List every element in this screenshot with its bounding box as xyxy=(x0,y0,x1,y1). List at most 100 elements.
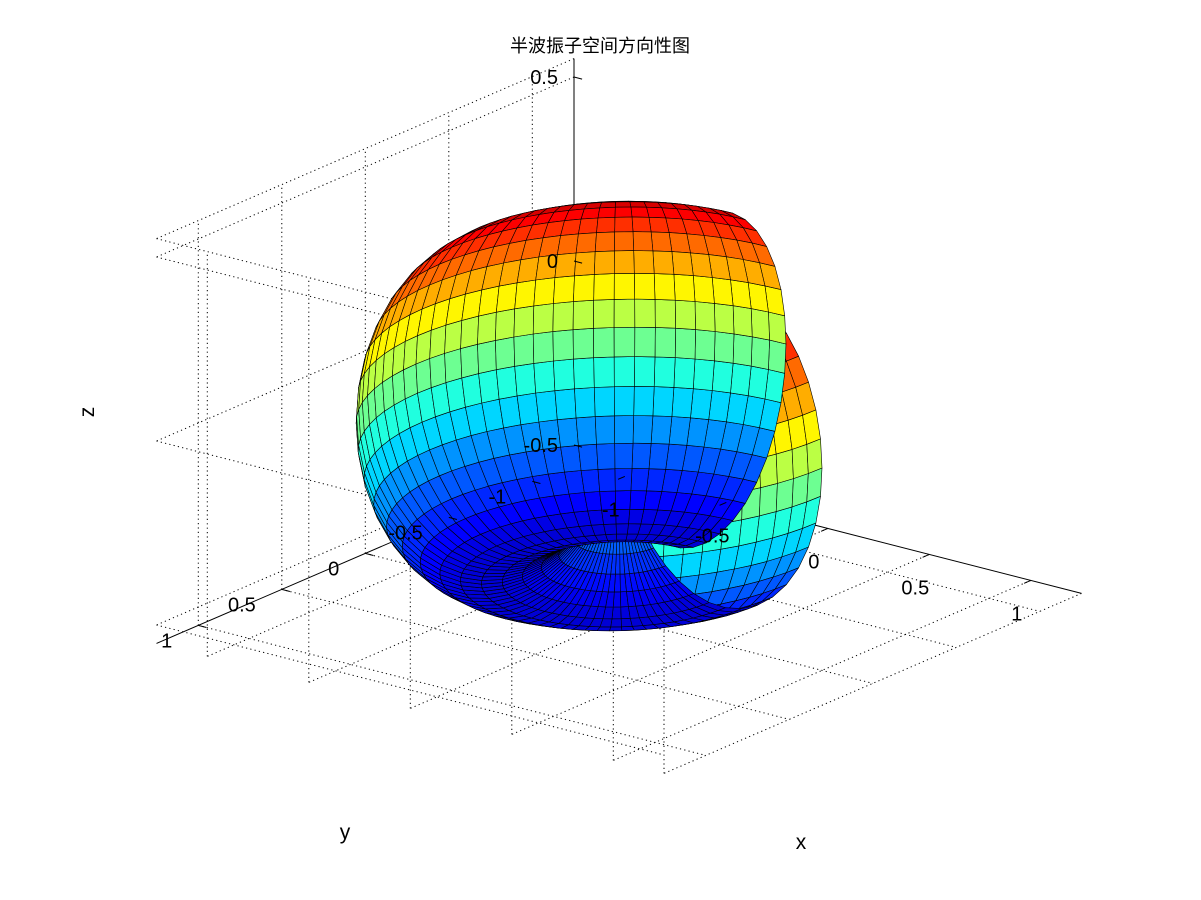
surface-patch xyxy=(478,285,500,317)
surface-patch xyxy=(652,250,675,275)
surface-patch xyxy=(674,327,696,360)
z-axis-label: z xyxy=(76,407,99,418)
y-axis-label: y xyxy=(340,821,351,844)
surface-patch xyxy=(572,299,595,331)
floor-grid-x xyxy=(613,579,1031,761)
floor-grid-y xyxy=(365,552,873,684)
surface-patch xyxy=(613,250,635,274)
surface-patch xyxy=(692,358,715,391)
surface-patch xyxy=(596,443,616,470)
y-tick-mark xyxy=(532,480,541,484)
surface-patch xyxy=(611,606,622,620)
surface-patch xyxy=(631,216,652,233)
surface-patch xyxy=(806,438,823,474)
surface-patch xyxy=(461,373,483,408)
surface-patch xyxy=(573,357,595,390)
surface-patch xyxy=(613,298,636,328)
surface-patch xyxy=(415,358,432,394)
surface-patch xyxy=(460,315,479,349)
surface-patch xyxy=(632,231,654,252)
surface-patch xyxy=(593,250,615,275)
surface-patch xyxy=(572,327,595,360)
surface-patch xyxy=(495,365,518,400)
surface-patch xyxy=(673,273,696,302)
surface-patch xyxy=(615,523,629,535)
surface-patch xyxy=(514,279,537,310)
surface-patch xyxy=(650,415,673,445)
z-tick-label: -0.5 xyxy=(524,435,558,457)
surface-patch xyxy=(460,343,479,379)
z-tick-label: 0.5 xyxy=(530,67,558,89)
surface-patch xyxy=(633,356,656,387)
surface-patch xyxy=(594,231,616,252)
surface-patch xyxy=(730,279,752,309)
surface-patch xyxy=(630,468,650,492)
surface-patch xyxy=(633,386,655,417)
surface-patch xyxy=(648,443,670,470)
surface-patch xyxy=(613,386,635,417)
surface-patch xyxy=(750,336,770,370)
surface-patch xyxy=(692,275,715,304)
surface-patch xyxy=(791,443,809,479)
surface-patch xyxy=(732,305,753,338)
y-tick-mark xyxy=(198,624,207,628)
box-edge xyxy=(156,58,575,240)
surface-patch xyxy=(532,303,554,335)
surface-patch xyxy=(775,478,794,512)
floor-grid-x xyxy=(511,553,930,735)
surface-patch xyxy=(634,326,656,358)
surface-patch xyxy=(653,356,676,388)
surface-patch xyxy=(575,232,597,254)
surface-patch xyxy=(593,299,615,329)
z-tick-mark xyxy=(573,444,583,448)
surface-patch xyxy=(714,303,735,335)
x-tick-mark xyxy=(1023,579,1031,584)
surface-patch xyxy=(513,333,535,367)
surface-patch xyxy=(614,468,633,492)
y-tick-label: -1 xyxy=(489,486,507,508)
surface-patch xyxy=(711,360,734,394)
surface-patch xyxy=(477,340,497,374)
surface-patch xyxy=(768,339,787,374)
surface-patch xyxy=(629,201,647,208)
x-tick-mark xyxy=(820,527,828,532)
surface-patch xyxy=(628,508,645,525)
floor-grid-y xyxy=(532,480,1040,612)
surface-patch xyxy=(690,252,713,278)
surface-patch xyxy=(444,320,463,354)
x-tick-label: 1 xyxy=(1011,603,1022,625)
surface-patch xyxy=(578,443,599,471)
surface-patch xyxy=(513,305,535,338)
side-wall-grid-z xyxy=(156,76,575,258)
surface-patch xyxy=(652,386,675,417)
chart-title: 半波振子空间方向性图 xyxy=(510,36,690,57)
surface-patch xyxy=(574,251,596,277)
surface-patch xyxy=(614,216,634,233)
y-tick-label: 1 xyxy=(161,630,172,652)
surface-patch xyxy=(671,387,694,419)
surface-patch xyxy=(597,206,616,219)
surface-patch xyxy=(552,301,574,332)
surface-patch xyxy=(535,390,558,423)
surface-patch xyxy=(552,329,574,362)
surface-patch xyxy=(560,445,582,473)
surface-patch xyxy=(730,362,752,397)
surface-patch xyxy=(593,327,615,359)
surface-patch xyxy=(668,232,691,254)
surface-patch xyxy=(629,490,647,510)
surface-patch xyxy=(593,273,615,301)
surface-patch xyxy=(516,392,540,426)
surface-patch xyxy=(614,442,634,470)
surface-patch xyxy=(495,282,518,313)
y-tick-label: 0 xyxy=(328,558,339,580)
surface-patch xyxy=(553,358,575,392)
surface-patch xyxy=(593,386,615,417)
surface-patch xyxy=(573,274,595,302)
y-tick-mark xyxy=(365,552,374,556)
surface-patch xyxy=(714,331,735,364)
surface-patch xyxy=(616,533,628,541)
surface-patch xyxy=(444,348,463,383)
y-tick-label: 0.5 xyxy=(228,594,256,616)
box-edge xyxy=(663,592,1082,774)
surface-patch xyxy=(574,387,596,419)
